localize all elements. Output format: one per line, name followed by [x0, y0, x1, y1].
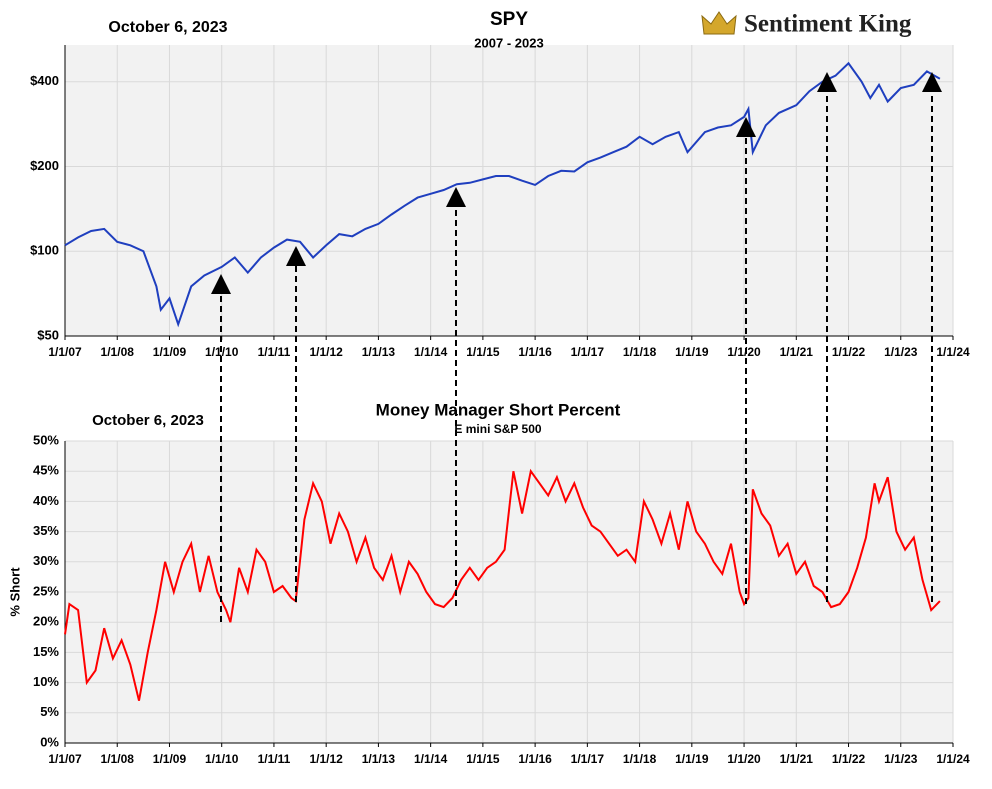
y-tick-label: $200: [30, 158, 59, 173]
x-tick-label: 1/1/15: [466, 345, 500, 359]
y-tick-label: 20%: [33, 614, 59, 629]
x-tick-label: 1/1/19: [675, 752, 709, 766]
series-line: [64, 61, 941, 328]
y-tick-label: 50%: [33, 432, 59, 447]
x-tick-label: 1/1/14: [414, 345, 448, 359]
y-tick-label: $50: [37, 327, 59, 342]
chart-subtitle: 2007 - 2023: [474, 35, 543, 50]
x-tick-label: 1/1/24: [936, 752, 970, 766]
y-tick-label: 10%: [33, 674, 59, 689]
y-tick-label: 0%: [40, 734, 59, 749]
y-axis-label: % Short: [7, 567, 22, 617]
x-tick-label: 1/1/20: [727, 752, 761, 766]
spy-panel: $50 $100 $200 $400 1/1/07 1/1/08 1/1/09 1/1/10 1…: [30, 45, 970, 359]
series-line: [64, 468, 941, 701]
x-tick-label: 1/1/16: [518, 345, 552, 359]
chart-subtitle: E mini S&P 500: [454, 422, 541, 436]
y-tick-label: 15%: [33, 644, 59, 659]
x-tick-label: 1/1/17: [571, 752, 605, 766]
x-tick-label: 1/1/23: [884, 345, 918, 359]
x-tick-label: 1/1/10: [205, 752, 239, 766]
arrows: [211, 72, 942, 622]
x-tick-label: 1/1/07: [48, 345, 82, 359]
x-tick-label: 1/1/18: [623, 752, 657, 766]
x-tick-label: 1/1/09: [153, 752, 187, 766]
chart-title: Money Manager Short Percent: [376, 400, 621, 419]
x-tick-label: 1/1/13: [362, 345, 396, 359]
plot-area: [65, 45, 953, 336]
y-tick-label: 25%: [33, 583, 59, 598]
y-tick-label: $400: [30, 73, 59, 88]
chart-title: SPY: [490, 9, 528, 30]
x-tick-label: 1/1/08: [101, 752, 135, 766]
x-tick-label: 1/1/19: [675, 345, 709, 359]
x-tick-label: 1/1/21: [780, 752, 814, 766]
y-tick-label: 45%: [33, 463, 59, 478]
x-tick-label: 1/1/14: [414, 752, 448, 766]
x-tick-label: 1/1/12: [309, 752, 343, 766]
x-tick-label: 1/1/10: [205, 345, 239, 359]
x-tick-label: 1/1/08: [101, 345, 135, 359]
date-label: October 6, 2023: [108, 19, 227, 36]
y-tick-label: 30%: [33, 553, 59, 568]
x-tick-label: 1/1/22: [832, 345, 866, 359]
x-tick-label: 1/1/18: [623, 345, 657, 359]
x-tick-label: 1/1/16: [518, 752, 552, 766]
brand: Sentiment King: [744, 11, 912, 38]
date-label: October 6, 2023: [92, 412, 204, 429]
x-tick-label: 1/1/22: [832, 752, 866, 766]
x-tick-label: 1/1/20: [727, 345, 761, 359]
crown-icon: [701, 11, 737, 35]
x-tick-label: 1/1/24: [936, 345, 970, 359]
y-tick-label: 5%: [40, 704, 59, 719]
x-tick-label: 1/1/13: [362, 752, 396, 766]
x-tick-label: 1/1/17: [571, 345, 605, 359]
y-tick-label: 35%: [33, 523, 59, 538]
x-tick-label: 1/1/09: [153, 345, 187, 359]
x-tick-label: 1/1/23: [884, 752, 918, 766]
x-tick-label: 1/1/12: [309, 345, 343, 359]
logo: Sentiment King: [701, 11, 912, 38]
x-tick-label: 1/1/15: [466, 752, 500, 766]
x-tick-label: 1/1/11: [258, 752, 291, 766]
x-tick-label: 1/1/11: [258, 345, 291, 359]
x-tick-label: 1/1/21: [780, 345, 814, 359]
y-tick-label: $100: [30, 243, 59, 258]
x-tick-label: 1/1/07: [48, 752, 82, 766]
y-tick-label: 40%: [33, 493, 59, 508]
